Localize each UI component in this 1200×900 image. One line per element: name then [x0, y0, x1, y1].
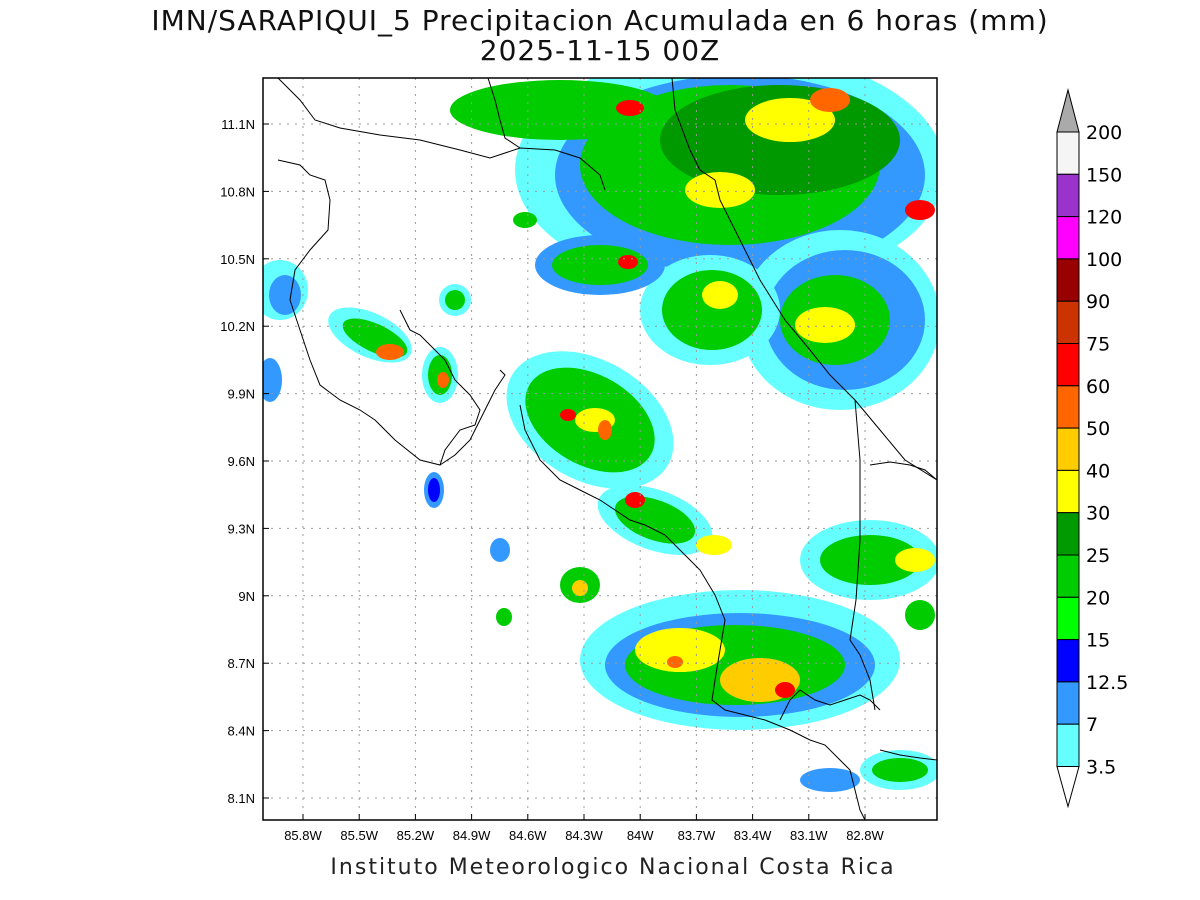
colorbar-swatch	[1056, 173, 1080, 218]
colorbar-swatch	[1056, 258, 1080, 302]
longitude-axis: 85.8W 85.5W 85.2W 84.9W 84.6W 84.3W 84W 83.7W 83…	[284, 814, 885, 843]
footer-credit: Instituto Meteorologico Nacional Costa R…	[330, 855, 896, 880]
rain-cell-southern-pacific	[580, 520, 937, 792]
lat-tick-label: 8.7N	[228, 656, 255, 671]
colorbar-level-label: 20	[1086, 587, 1110, 609]
map-title: IMN/SARAPIQUI_5 Precipitacion Acumulada …	[151, 4, 1049, 37]
lon-tick-label: 84W	[627, 828, 654, 843]
colorbar-level-label: 90	[1086, 291, 1110, 313]
colorbar-swatch	[1056, 639, 1080, 683]
lat-tick-label: 9.6N	[228, 454, 255, 469]
lon-tick-label: 84.3W	[565, 828, 603, 843]
colorbar-swatch	[1056, 216, 1080, 260]
latitude-axis: 11.1N 10.8N 10.5N 10.2N 9.9N 9.6N 9.3N 9N 8.7N 8.…	[220, 117, 269, 806]
lon-tick-label: 84.9W	[453, 828, 491, 843]
colorbar-level-label: 40	[1086, 460, 1110, 482]
lon-tick-label: 83.1W	[790, 828, 828, 843]
rain-cell-central-valley	[506, 351, 732, 603]
lat-tick-label: 10.8N	[220, 184, 255, 199]
rain-cell-northeast	[450, 78, 937, 290]
lat-tick-label: 9N	[238, 589, 255, 604]
colorbar-swatch	[1056, 300, 1080, 345]
rain-cell-nicoya	[328, 284, 471, 508]
colorbar-level-label: 75	[1086, 334, 1110, 356]
colorbar-level-label: 25	[1086, 545, 1110, 567]
colorbar-swatch	[1056, 681, 1080, 725]
colorbar-swatch	[1056, 554, 1080, 598]
lat-tick-label: 9.9N	[228, 387, 255, 402]
colorbar-level-label: 3.5	[1086, 757, 1116, 779]
colorbar-swatch	[1056, 512, 1080, 556]
colorbar-min-arrow	[1056, 766, 1080, 809]
lat-tick-label: 10.2N	[220, 319, 255, 334]
colorbar-level-label: 150	[1086, 164, 1122, 186]
colorbar-level-label: 7	[1086, 714, 1098, 736]
rain-cell-east-central	[535, 230, 937, 410]
colorbar-swatch	[1056, 385, 1080, 429]
lat-tick-label: 8.4N	[228, 724, 255, 739]
colorbar-level-label: 100	[1086, 249, 1122, 271]
precipitation-field	[263, 78, 937, 792]
colorbar-level-label: 60	[1086, 376, 1110, 398]
colorbar-level-label: 15	[1086, 630, 1110, 652]
colorbar-swatch	[1056, 596, 1080, 641]
colorbar: 200 150 120 100 90 75 60 50 40 30 25 20 15 12.5 7 3.5	[1056, 88, 1128, 809]
plot-frame	[262, 77, 938, 821]
lon-tick-label: 84.6W	[509, 828, 547, 843]
colorbar-swatch	[1056, 723, 1080, 768]
lon-tick-label: 85.5W	[340, 828, 378, 843]
colorbar-swatch	[1056, 469, 1080, 514]
lat-tick-label: 8.1N	[228, 791, 255, 806]
lon-tick-label: 83.7W	[678, 828, 716, 843]
colorbar-swatch	[1056, 343, 1080, 387]
lat-tick-label: 10.5N	[220, 252, 255, 267]
lon-tick-label: 85.2W	[397, 828, 435, 843]
graticule	[263, 78, 937, 820]
lon-tick-label: 82.8W	[846, 828, 884, 843]
colorbar-level-label: 200	[1086, 122, 1122, 144]
colorbar-swatch	[1056, 427, 1080, 471]
lat-tick-label: 9.3N	[228, 521, 255, 536]
colorbar-level-label: 12.5	[1086, 672, 1128, 694]
map-datetime: 2025-11-15 00Z	[479, 34, 721, 67]
lat-tick-label: 11.1N	[221, 117, 255, 132]
lon-tick-label: 83.4W	[734, 828, 772, 843]
coastlines	[277, 78, 937, 820]
colorbar-level-label: 30	[1086, 503, 1110, 525]
colorbar-level-label: 50	[1086, 418, 1110, 440]
colorbar-max-arrow	[1056, 88, 1080, 133]
lon-tick-label: 85.8W	[284, 828, 322, 843]
colorbar-swatch	[1056, 131, 1080, 175]
colorbar-level-label: 120	[1086, 207, 1122, 229]
